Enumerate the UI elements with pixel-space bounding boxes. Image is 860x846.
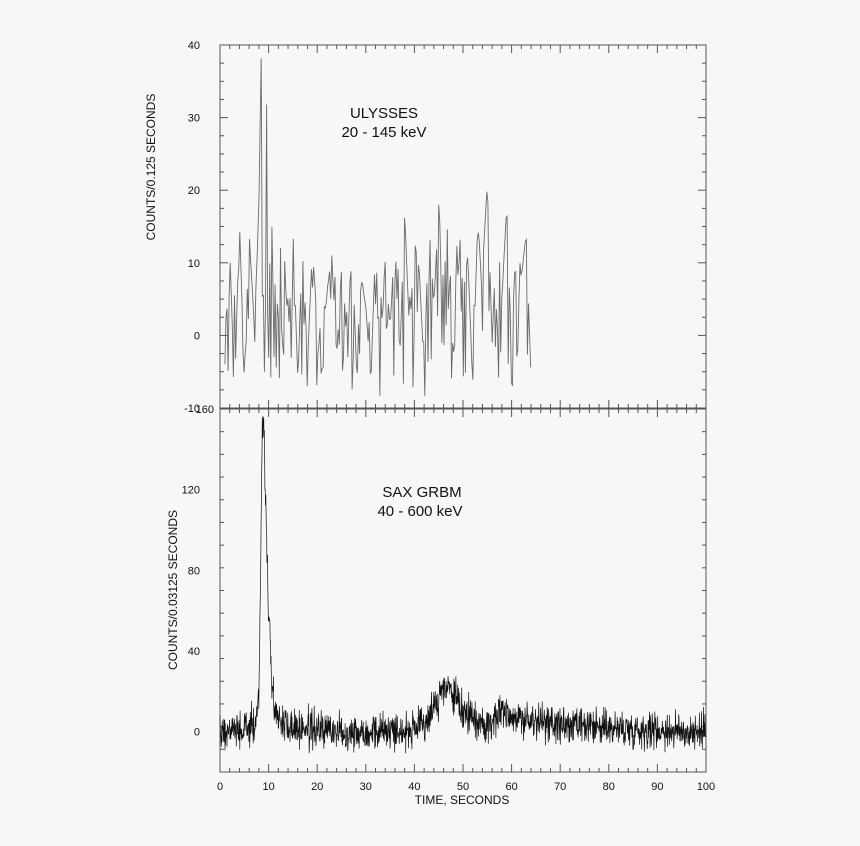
bottom-panel-title: SAX GRBM [382, 484, 461, 501]
bottom-y-axis-title: COUNTS/0.03125 SECONDS [166, 510, 180, 670]
x-tick-label: 80 [603, 781, 615, 793]
top-y-axis: -10 0 10 20 30 40 [184, 40, 706, 415]
y-tick-label: 160 [196, 404, 214, 416]
y-tick-label: -10 [184, 403, 200, 415]
x-tick-label: 70 [554, 781, 566, 793]
x-axis-title: TIME, SECONDS [415, 793, 510, 807]
y-tick-label: 0 [194, 727, 200, 739]
top-panel-subtitle: 20 - 145 keV [341, 124, 426, 141]
x-tick-label: 90 [651, 781, 663, 793]
y-tick-label: 10 [188, 258, 200, 270]
y-tick-label: 120 [182, 485, 200, 497]
series-line [224, 58, 532, 397]
bottom-panel-subtitle: 40 - 600 keV [377, 503, 462, 520]
top-series-group [224, 58, 532, 397]
x-tick-label: 40 [408, 781, 420, 793]
y-tick-label: 40 [188, 40, 200, 52]
y-tick-label: 80 [188, 565, 200, 577]
x-tick-label: 10 [262, 781, 274, 793]
top-panel: -10 0 10 20 30 40 ULYSSES 20 - 145 keV COUNTS… [144, 40, 707, 415]
y-tick-label: 30 [188, 113, 200, 125]
bottom-series-group [219, 416, 707, 754]
y-tick-label: 20 [188, 185, 200, 197]
x-tick-label: 0 [217, 781, 223, 793]
top-panel-title: ULYSSES [350, 105, 418, 122]
y-tick-label: 0 [194, 330, 200, 342]
x-tick-label: 20 [311, 781, 323, 793]
top-x-ticks [219, 45, 707, 408]
top-y-axis-title: COUNTS/0.125 SECONDS [144, 94, 158, 241]
y-tick-label: 40 [188, 646, 200, 658]
x-tick-label: 50 [457, 781, 469, 793]
x-tick-label: 30 [360, 781, 372, 793]
x-tick-label: 60 [505, 781, 517, 793]
series-line [219, 416, 707, 754]
bottom-y-axis: 0 40 80 120 160 [182, 404, 706, 773]
bottom-panel: 0 40 80 120 160 0 10 20 30 40 50 60 70 80 90 100 SAX G… [166, 404, 715, 807]
bottom-x-axis: 0 10 20 30 40 50 60 70 80 90 100 [217, 409, 715, 793]
x-tick-label: 100 [697, 781, 715, 793]
